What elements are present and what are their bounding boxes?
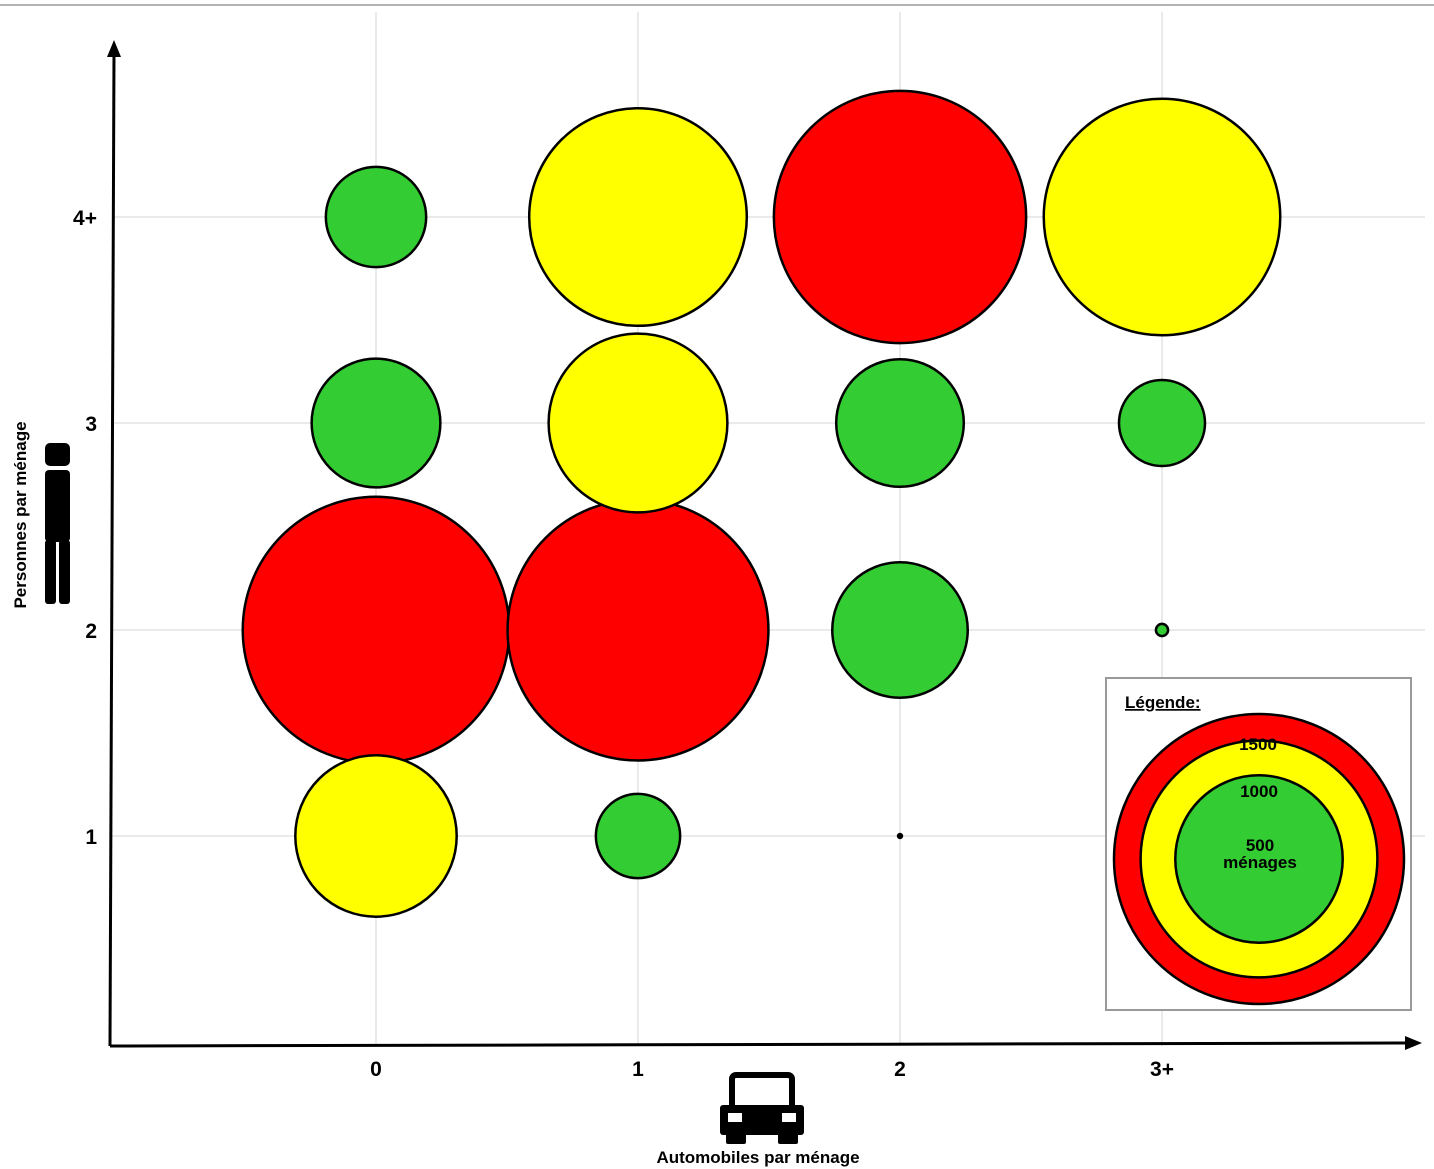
bubbles [241, 89, 1282, 918]
legend-label-1500: 1500 [1239, 735, 1277, 754]
y-tick-label: 2 [85, 620, 97, 643]
bubble-x2-y2 [831, 561, 969, 699]
legend-label-500: 500 [1246, 836, 1274, 855]
legend-title: Légende: [1125, 693, 1201, 712]
bubble-x0-y3 [310, 357, 442, 489]
x-tick-label: 3+ [1150, 1058, 1174, 1081]
bubble-x0-y4plus [324, 165, 428, 269]
y-tick-label: 4+ [73, 207, 97, 230]
y-axis-line [108, 51, 116, 1047]
legend-ring-500 [1174, 774, 1344, 944]
bubble-x2-y1 [896, 832, 904, 840]
bubble-x0-y2 [241, 495, 511, 765]
x-tick-labels: 0 1 2 3+ [370, 1058, 1174, 1081]
bubble-x3plus-y4plus [1042, 97, 1282, 337]
bubble-x2-y4plus [772, 89, 1028, 345]
bubble-x1-y4plus [527, 106, 749, 328]
y-tick-label: 3 [85, 413, 97, 436]
x-axis-title: Automobiles par ménage [656, 1148, 859, 1167]
person-icon [45, 443, 70, 604]
bubble-x3plus-y3 [1117, 378, 1207, 468]
x-axis-line [109, 1041, 1409, 1048]
car-icon [720, 1072, 804, 1144]
legend-rings [1112, 712, 1406, 1006]
legend-label-unit: ménages [1223, 853, 1297, 872]
y-axis-title: Personnes par ménage [11, 421, 30, 608]
bubble-x1-y1 [594, 792, 682, 880]
y-tick-labels: 1 2 3 4+ [73, 207, 97, 849]
bubble-x0-y1 [294, 754, 458, 918]
y-tick-label: 1 [85, 826, 97, 849]
x-axis-arrow [1405, 1036, 1422, 1050]
x-tick-label: 2 [894, 1058, 906, 1081]
bubble-x1-y3 [547, 332, 729, 514]
legend-label-1000: 1000 [1240, 782, 1278, 801]
x-tick-label: 1 [632, 1058, 644, 1081]
bubble-x3plus-y2 [1154, 622, 1170, 638]
legend: Légende: 1500 1000 500 ménages [1105, 677, 1412, 1011]
x-tick-label: 0 [370, 1058, 382, 1081]
bubble-x1-y2 [506, 498, 770, 762]
bubble-x2-y3 [834, 357, 966, 489]
y-axis-arrow [107, 40, 121, 57]
axes [107, 40, 1422, 1050]
